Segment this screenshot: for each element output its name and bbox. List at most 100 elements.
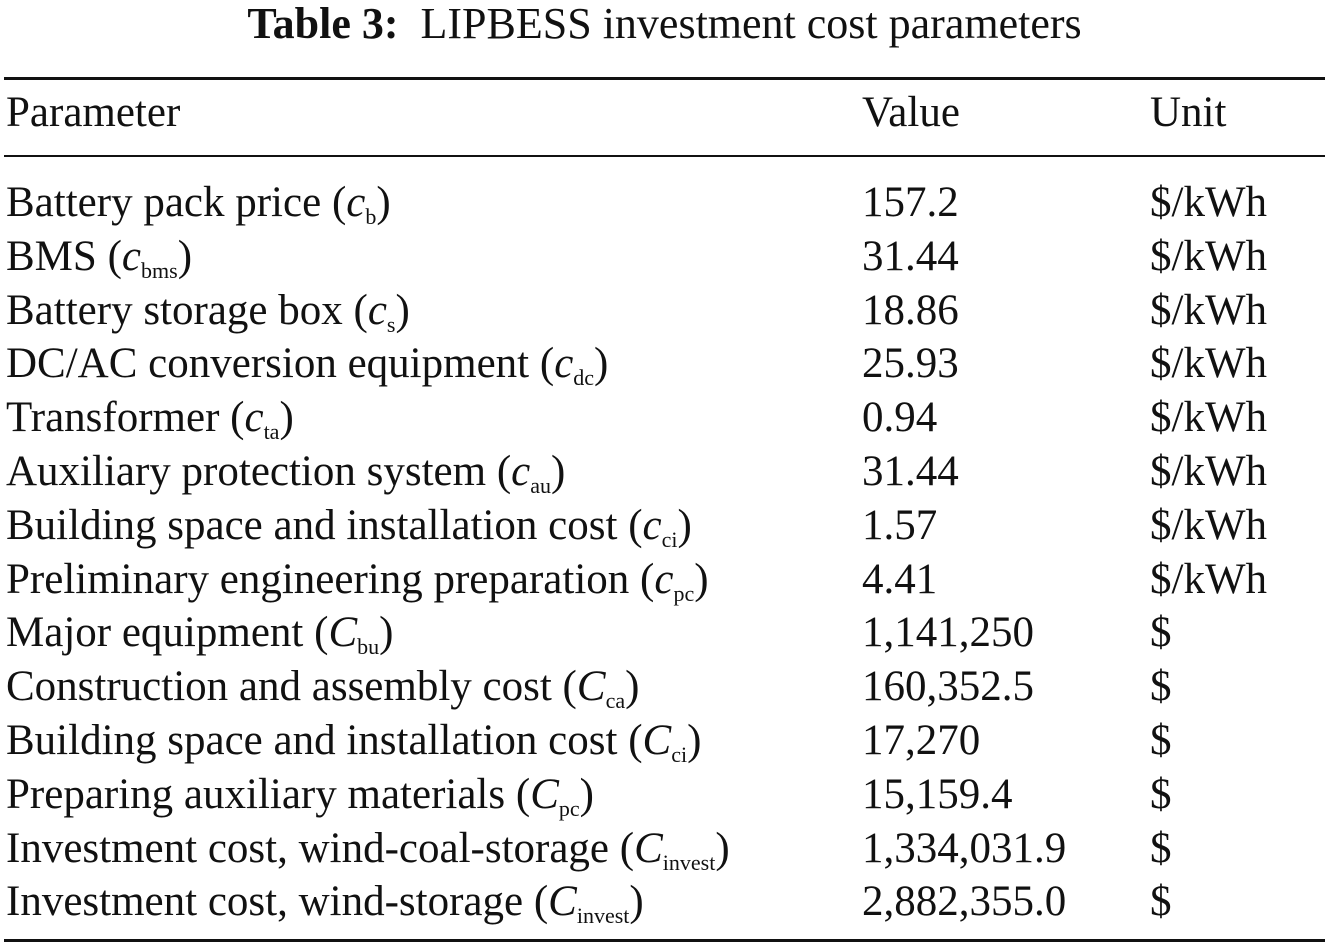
row-unit: $/kWh <box>1150 555 1268 603</box>
parameter-symbol: c <box>642 501 662 549</box>
row-unit: $ <box>1150 717 1172 764</box>
parameter-subscript: invest <box>576 903 630 929</box>
table-header-row: Parameter Value Unit <box>0 86 1329 140</box>
table-row: Investment cost, wind-coal-storage (Cinv… <box>0 822 1329 876</box>
table-row: Building space and installation cost (Cc… <box>0 714 1329 768</box>
table-row: Investment cost, wind-storage (Cinvest) 2… <box>0 875 1329 929</box>
parameter-name: Transformer <box>6 394 220 442</box>
row-value: 31.44 <box>862 448 959 495</box>
row-value: 31.44 <box>862 232 959 280</box>
parameter-symbol: C <box>328 609 358 657</box>
row-parameter: BMS (cbms) <box>6 232 193 283</box>
table-header-rule <box>4 155 1325 157</box>
parameter-name: Major equipment <box>6 609 304 657</box>
row-value: 4.41 <box>862 555 938 603</box>
parameter-subscript: s <box>386 311 396 337</box>
row-parameter: Battery pack price (cb) <box>6 179 391 229</box>
parameter-name: Building space and installation cost <box>6 717 618 764</box>
row-value: 1,334,031.9 <box>862 824 1067 872</box>
table-row: Battery storage box (cs) 18.86 $/kWh <box>0 284 1329 338</box>
header-value: Value <box>862 89 960 136</box>
row-parameter: Battery storage box (cs) <box>6 286 410 337</box>
row-unit: $ <box>1150 609 1172 657</box>
parameter-subscript: invest <box>662 849 716 875</box>
parameter-symbol: c <box>244 394 264 442</box>
row-unit: $/kWh <box>1150 448 1268 495</box>
parameter-symbol: c <box>654 555 674 603</box>
table-top-rule <box>4 77 1325 80</box>
parameter-name: Auxiliary protection system <box>6 448 487 495</box>
row-unit: $ <box>1150 663 1172 711</box>
row-unit: $/kWh <box>1150 286 1268 334</box>
row-value: 0.94 <box>862 394 938 442</box>
caption-label: Table 3: <box>247 0 399 48</box>
row-unit: $ <box>1150 878 1172 926</box>
parameter-name: Building space and installation cost <box>6 501 618 549</box>
parameter-name: Preparing auxiliary materials <box>6 770 506 818</box>
row-value: 157.2 <box>862 179 959 226</box>
row-parameter: Investment cost, wind-storage (Cinvest) <box>6 878 644 929</box>
parameter-symbol: C <box>642 717 672 764</box>
table-row: Preliminary engineering preparation (cpc… <box>0 553 1329 607</box>
parameter-name: Investment cost, wind-coal-storage <box>6 824 610 872</box>
row-parameter: Auxiliary protection system (cau) <box>6 448 566 498</box>
table-row: Auxiliary protection system (cau) 31.44 $/… <box>0 445 1329 499</box>
parameter-name: Construction and assembly cost <box>6 663 552 711</box>
row-value: 1,141,250 <box>862 609 1034 657</box>
row-value: 18.86 <box>862 286 959 334</box>
table-row: Building space and installation cost (cc… <box>0 499 1329 553</box>
parameter-name: Battery storage box <box>6 286 343 334</box>
table-row: Preparing auxiliary materials (Cpc) 15,15… <box>0 768 1329 822</box>
row-parameter: Investment cost, wind-coal-storage (Cinv… <box>6 824 730 875</box>
row-parameter: Building space and installation cost (Cc… <box>6 717 702 767</box>
table-row: Construction and assembly cost (Cca) 160,… <box>0 660 1329 714</box>
row-value: 25.93 <box>862 340 959 388</box>
row-parameter: Preliminary engineering preparation (cpc… <box>6 555 709 606</box>
header-parameter: Parameter <box>6 89 181 136</box>
row-parameter: Transformer (cta) <box>6 394 294 445</box>
parameter-subscript: b <box>365 204 377 229</box>
parameter-subscript: ci <box>661 526 678 552</box>
parameter-subscript: pc <box>673 580 695 606</box>
table-row: DC/AC conversion equipment (cdc) 25.93 $/k… <box>0 337 1329 391</box>
parameter-subscript: dc <box>573 365 595 391</box>
row-value: 17,270 <box>862 717 981 764</box>
row-unit: $/kWh <box>1150 340 1268 388</box>
parameter-symbol: C <box>576 663 606 711</box>
row-parameter: Building space and installation cost (cc… <box>6 501 692 552</box>
table-row: Major equipment (Cbu) 1,141,250 $ <box>0 606 1329 660</box>
parameter-symbol: C <box>530 770 559 818</box>
row-parameter: Major equipment (Cbu) <box>6 609 394 660</box>
parameter-subscript: au <box>530 473 552 498</box>
parameter-name: Investment cost, wind-storage <box>6 878 524 926</box>
row-parameter: Preparing auxiliary materials (Cpc) <box>6 770 594 821</box>
table-row: Battery pack price (cb) 157.2 $/kWh <box>0 176 1329 230</box>
row-unit: $/kWh <box>1150 179 1268 226</box>
row-unit: $/kWh <box>1150 232 1268 280</box>
parameter-subscript: pc <box>558 795 580 821</box>
parameter-name: Battery pack price <box>6 179 322 226</box>
parameter-symbol: C <box>548 878 577 926</box>
parameter-symbol: c <box>511 448 531 495</box>
parameter-name: Preliminary engineering preparation <box>6 555 630 603</box>
row-unit: $ <box>1150 770 1172 818</box>
parameter-symbol: c <box>367 286 387 334</box>
row-value: 160,352.5 <box>862 663 1034 711</box>
parameter-name: BMS <box>6 232 97 280</box>
table-bottom-rule <box>4 939 1325 942</box>
caption-text: LIPBESS investment cost parameters <box>420 0 1082 48</box>
parameter-name: DC/AC conversion equipment <box>6 340 530 388</box>
table-caption: Table 3: LIPBESS investment cost paramet… <box>0 0 1329 52</box>
parameter-subscript: ci <box>671 742 688 767</box>
parameter-symbol: c <box>554 340 574 388</box>
parameter-subscript: ta <box>263 419 280 445</box>
row-unit: $ <box>1150 824 1172 872</box>
parameter-subscript: bu <box>357 634 380 660</box>
row-parameter: DC/AC conversion equipment (cdc) <box>6 340 609 391</box>
table-row: Transformer (cta) 0.94 $/kWh <box>0 391 1329 445</box>
row-value: 1.57 <box>862 501 938 549</box>
parameter-symbol: c <box>346 179 366 226</box>
header-unit: Unit <box>1150 89 1227 136</box>
parameter-symbol: C <box>634 824 663 872</box>
